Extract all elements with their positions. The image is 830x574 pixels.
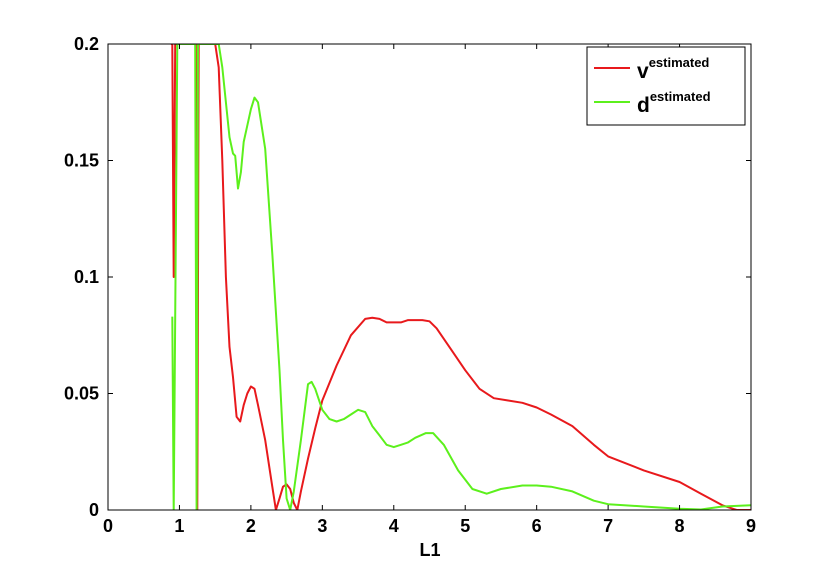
x-tick-label: 9	[746, 516, 756, 536]
x-tick-label: 0	[103, 516, 113, 536]
x-tick-label: 5	[460, 516, 470, 536]
legend-box	[586, 46, 746, 126]
legend-entry-d: destimated	[637, 89, 711, 117]
x-tick-label: 7	[603, 516, 613, 536]
y-tick-label: 0.15	[64, 151, 99, 171]
series-line-d	[171, 44, 751, 510]
legend: vestimated destimated	[586, 46, 746, 126]
x-tick-label: 3	[317, 516, 327, 536]
x-tick-label: 2	[246, 516, 256, 536]
x-tick-label: 4	[389, 516, 399, 536]
x-axis-label: L1	[419, 540, 440, 560]
series-line-v	[170, 44, 751, 510]
y-tick-label: 0.05	[64, 384, 99, 404]
y-tick-label: 0.2	[74, 34, 99, 54]
ticks-layer: 0 1 2 3 4 5 6 7 8 9 0 0.05 0.1 0.15 0.2	[64, 34, 756, 536]
x-tick-label: 6	[532, 516, 542, 536]
series-layer	[170, 44, 751, 510]
legend-entry-v: vestimated	[637, 55, 709, 83]
y-tick-label: 0	[89, 500, 99, 520]
y-tick-label: 0.1	[74, 267, 99, 287]
x-tick-label: 1	[174, 516, 184, 536]
x-tick-label: 8	[675, 516, 685, 536]
